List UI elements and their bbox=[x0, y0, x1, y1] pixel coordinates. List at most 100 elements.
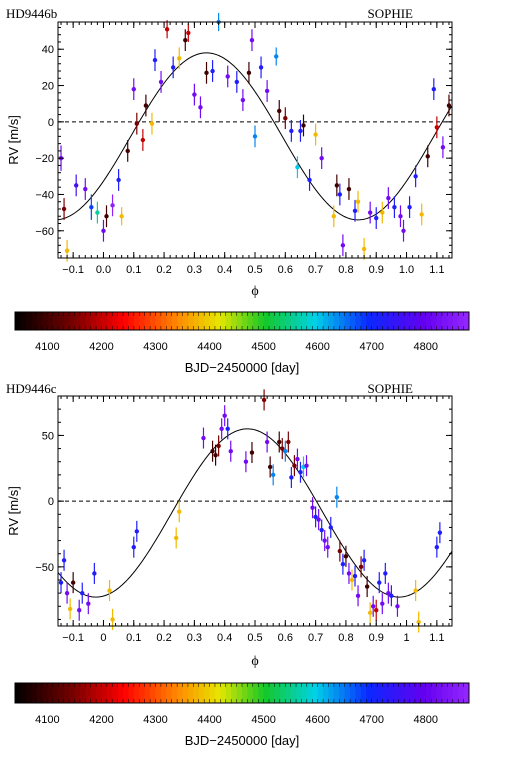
data-marker bbox=[61, 558, 67, 563]
data-point bbox=[183, 29, 188, 52]
data-marker bbox=[383, 571, 388, 576]
colorbar-cell bbox=[252, 312, 259, 330]
data-point bbox=[261, 389, 267, 411]
plot-title: HD9446b bbox=[6, 6, 57, 21]
data-point bbox=[295, 448, 300, 470]
data-point bbox=[298, 461, 303, 483]
colorbar-cell bbox=[166, 312, 173, 330]
colorbar-cell bbox=[106, 683, 113, 703]
colorbar-cell bbox=[133, 312, 140, 330]
data-point bbox=[264, 431, 270, 453]
data-marker bbox=[298, 470, 303, 475]
data-point bbox=[177, 47, 182, 70]
colorbar-cell bbox=[214, 312, 221, 330]
x-tick-label: 0.9 bbox=[369, 264, 384, 276]
data-marker bbox=[240, 97, 246, 103]
data-point bbox=[446, 94, 452, 117]
data-point bbox=[346, 562, 352, 584]
colorbar-cell bbox=[431, 683, 437, 703]
colorbar-cell bbox=[25, 683, 32, 703]
colorbar-cell bbox=[328, 683, 335, 703]
colorbar-cell bbox=[160, 683, 167, 703]
colorbar-cell bbox=[377, 312, 383, 330]
y-axis-label: RV [m/s] bbox=[6, 486, 21, 536]
colorbar-tick-label: 4400 bbox=[197, 714, 221, 726]
colorbar-cell bbox=[377, 683, 383, 703]
data-marker bbox=[340, 243, 346, 248]
data-point bbox=[204, 61, 209, 84]
colorbar-cell bbox=[404, 683, 410, 703]
colorbar-cell bbox=[350, 312, 356, 330]
colorbar-tick-label: 4300 bbox=[143, 341, 167, 353]
x-tick-label: 0.5 bbox=[247, 632, 262, 644]
data-point bbox=[361, 549, 367, 571]
colorbar-cell bbox=[74, 312, 81, 330]
colorbar-cell bbox=[414, 683, 421, 703]
data-point bbox=[174, 527, 179, 549]
data-marker bbox=[134, 121, 139, 126]
colorbar-cell bbox=[177, 312, 183, 330]
data-marker bbox=[277, 439, 282, 445]
data-point bbox=[304, 455, 309, 477]
data-point bbox=[319, 147, 324, 170]
data-marker bbox=[310, 505, 315, 510]
x-axis-label: ϕ bbox=[251, 654, 258, 669]
data-point bbox=[134, 112, 139, 135]
colorbar-frame bbox=[14, 682, 470, 704]
data-marker bbox=[216, 443, 221, 449]
data-marker bbox=[380, 210, 385, 215]
x-tick-label: 1.0 bbox=[399, 264, 414, 276]
data-point bbox=[398, 205, 403, 228]
data-marker bbox=[352, 573, 358, 579]
data-point bbox=[298, 120, 303, 142]
colorbar-cell bbox=[366, 312, 373, 330]
data-point bbox=[367, 602, 373, 624]
data-marker bbox=[364, 584, 370, 589]
colorbar-tick-label: 4800 bbox=[414, 714, 438, 726]
y-tick-label: −20 bbox=[35, 153, 54, 165]
colorbar-cell bbox=[20, 683, 27, 703]
data-point bbox=[101, 219, 106, 242]
data-marker bbox=[289, 475, 294, 480]
colorbar-tick-label: 4200 bbox=[89, 341, 113, 353]
colorbar-cell bbox=[420, 312, 427, 330]
colorbar-cell bbox=[404, 312, 410, 330]
rv-plot-hd9446b: HD9446b SOPHIE −0.1 0.0 0.1 0.2 0.3 0.4 0.5 0.6… bbox=[6, 6, 453, 299]
colorbar-tick-label: 4600 bbox=[305, 714, 329, 726]
colorbar-tick-label: 4300 bbox=[143, 714, 167, 726]
data-point bbox=[116, 169, 121, 191]
colorbar-cell bbox=[209, 683, 216, 703]
colorbar-cell bbox=[90, 683, 97, 703]
colorbar-cell bbox=[431, 312, 437, 330]
data-point bbox=[283, 107, 288, 130]
data-point bbox=[374, 207, 379, 229]
colorbar-cell bbox=[339, 683, 346, 703]
colorbar-cell bbox=[85, 312, 92, 330]
colorbar-cell bbox=[317, 312, 324, 330]
data-marker bbox=[107, 588, 112, 593]
data-marker bbox=[446, 103, 452, 108]
y-tick-label: −40 bbox=[35, 189, 54, 201]
data-marker bbox=[386, 195, 391, 201]
colorbar-cell bbox=[214, 683, 221, 703]
data-marker bbox=[340, 562, 346, 567]
colorbar-cell bbox=[387, 312, 394, 330]
data-marker bbox=[228, 449, 233, 454]
colorbar-cell bbox=[220, 312, 227, 330]
data-marker bbox=[249, 37, 255, 43]
colorbar-cell bbox=[144, 312, 151, 330]
x-tick-label: 0.6 bbox=[278, 632, 293, 644]
data-point bbox=[246, 61, 252, 84]
data-point bbox=[437, 522, 443, 544]
data-marker bbox=[61, 206, 67, 212]
data-point bbox=[413, 580, 418, 602]
data-point bbox=[192, 83, 197, 106]
rv-plot-hd9446c: HD9446c SOPHIE −0.1 0 0.1 0.2 0.3 0.4 0.5 0.6 0.… bbox=[6, 381, 453, 669]
data-point bbox=[267, 456, 273, 478]
data-marker bbox=[225, 426, 230, 432]
data-point bbox=[346, 178, 352, 200]
data-marker bbox=[367, 210, 373, 215]
colorbar-cell bbox=[247, 683, 254, 703]
data-marker bbox=[425, 154, 430, 159]
data-point bbox=[277, 431, 282, 453]
